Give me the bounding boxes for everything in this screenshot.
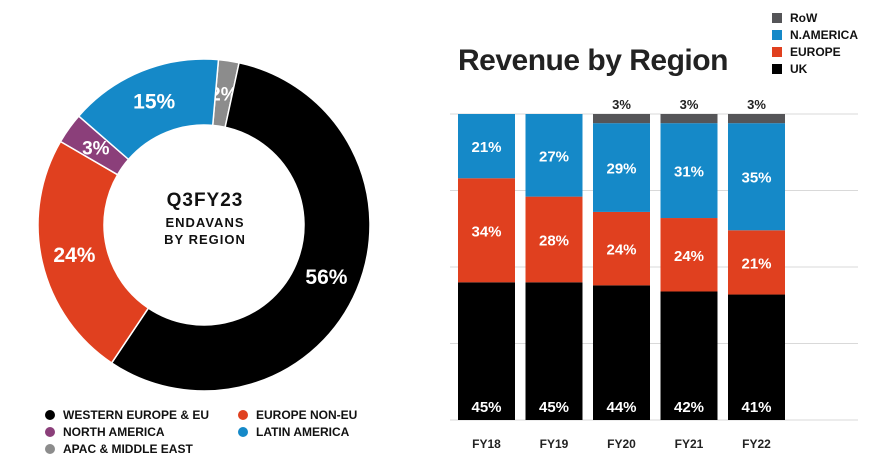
- bar-segment: [728, 114, 785, 124]
- donut-slice: [77, 58, 220, 161]
- legend-item-row: RoW: [772, 11, 817, 25]
- bar-data-label: 42%: [674, 399, 704, 416]
- legend-swatch: [772, 30, 782, 40]
- donut-slice-label: 24%: [53, 244, 95, 267]
- x-tick-label: FY20: [607, 437, 636, 451]
- legend-label: APAC & MIDDLE EAST: [63, 442, 193, 456]
- bar-segment: [593, 123, 650, 212]
- chart-title: Revenue by Region: [458, 44, 728, 77]
- legend-item-north-america: NORTH AMERICA: [45, 425, 165, 439]
- legend-label: EUROPE NON-EU: [256, 408, 358, 422]
- bar-segment: [660, 123, 718, 219]
- legend-item-uk: UK: [772, 62, 807, 76]
- bar-data-label: 27%: [539, 148, 569, 165]
- bar-data-label: 34%: [471, 223, 501, 240]
- legend-label: UK: [790, 62, 808, 76]
- bar-data-label: 35%: [741, 170, 771, 187]
- bar-segment: [458, 178, 515, 283]
- bar-data-label: 31%: [674, 164, 704, 181]
- bar-data-label: 21%: [471, 139, 501, 156]
- bar-segment: [728, 123, 785, 231]
- legend-item-n-america: N.AMERICA: [772, 28, 858, 42]
- legend-swatch: [772, 64, 782, 74]
- legend-item-europe: EUROPE: [772, 45, 841, 59]
- legend-swatch: [238, 427, 248, 437]
- bar-data-label: 3%: [612, 97, 631, 112]
- bar-data-label: 41%: [741, 399, 771, 416]
- legend-label: LATIN AMERICA: [256, 425, 350, 439]
- bar-segment: [728, 294, 785, 420]
- bar-data-label: 3%: [747, 97, 766, 112]
- legend-swatch: [238, 410, 248, 420]
- bar-segment: [660, 114, 718, 124]
- x-tick-label: FY19: [540, 437, 569, 451]
- bar-segment: [525, 282, 583, 420]
- donut-slice-label: 15%: [133, 91, 175, 114]
- legend-swatch: [45, 444, 55, 454]
- bar-segment: [660, 218, 718, 292]
- legend-label: RoW: [790, 11, 818, 25]
- bar-segment: [458, 114, 515, 179]
- bar-segment: [660, 291, 718, 420]
- bar-data-label: 45%: [471, 399, 501, 416]
- donut-center-subtitle-line2: BY REGION: [164, 232, 246, 247]
- bar-segment: [593, 285, 650, 420]
- bar-data-label: 21%: [741, 255, 771, 272]
- bar-data-label: 28%: [539, 232, 569, 249]
- bar-data-label: 24%: [606, 242, 636, 259]
- donut-center-subtitle-line1: ENDAVANS: [165, 215, 245, 230]
- x-tick-label: FY22: [742, 437, 771, 451]
- bar-data-label: 45%: [539, 399, 569, 416]
- legend-item-latin-america: LATIN AMERICA: [238, 425, 349, 439]
- bar-data-label: 24%: [674, 248, 704, 265]
- bar-segment: [458, 282, 515, 420]
- legend-swatch: [45, 410, 55, 420]
- donut-slice-label: 3%: [82, 139, 110, 160]
- legend-swatch: [772, 13, 782, 23]
- bar-segment: [593, 114, 650, 124]
- x-tick-label: FY21: [675, 437, 704, 451]
- x-tick-label: FY18: [472, 437, 501, 451]
- legend-swatch: [772, 47, 782, 57]
- bar-data-label: 29%: [606, 161, 636, 178]
- legend-item-western-europe: WESTERN EUROPE & EU: [45, 408, 209, 422]
- donut-center-title: Q3FY23: [166, 190, 244, 211]
- bar-segment: [593, 211, 650, 286]
- donut-slice: [37, 140, 150, 364]
- legend-item-apac-middle-east: APAC & MIDDLE EAST: [45, 442, 193, 456]
- donut-slice-label: 56%: [305, 266, 347, 289]
- bar-segment: [525, 114, 583, 197]
- legend-label: NORTH AMERICA: [63, 425, 165, 439]
- donut-slice: [110, 61, 371, 392]
- legend-label: WESTERN EUROPE & EU: [63, 408, 210, 422]
- legend-label: N.AMERICA: [790, 28, 858, 42]
- bar-segment: [525, 196, 583, 283]
- bar-data-label: 44%: [606, 399, 636, 416]
- legend-swatch: [45, 427, 55, 437]
- legend-item-europe-non-eu: EUROPE NON-EU: [238, 408, 357, 422]
- legend-label: EUROPE: [790, 45, 841, 59]
- bar-segment: [728, 230, 785, 295]
- bar-data-label: 3%: [680, 97, 699, 112]
